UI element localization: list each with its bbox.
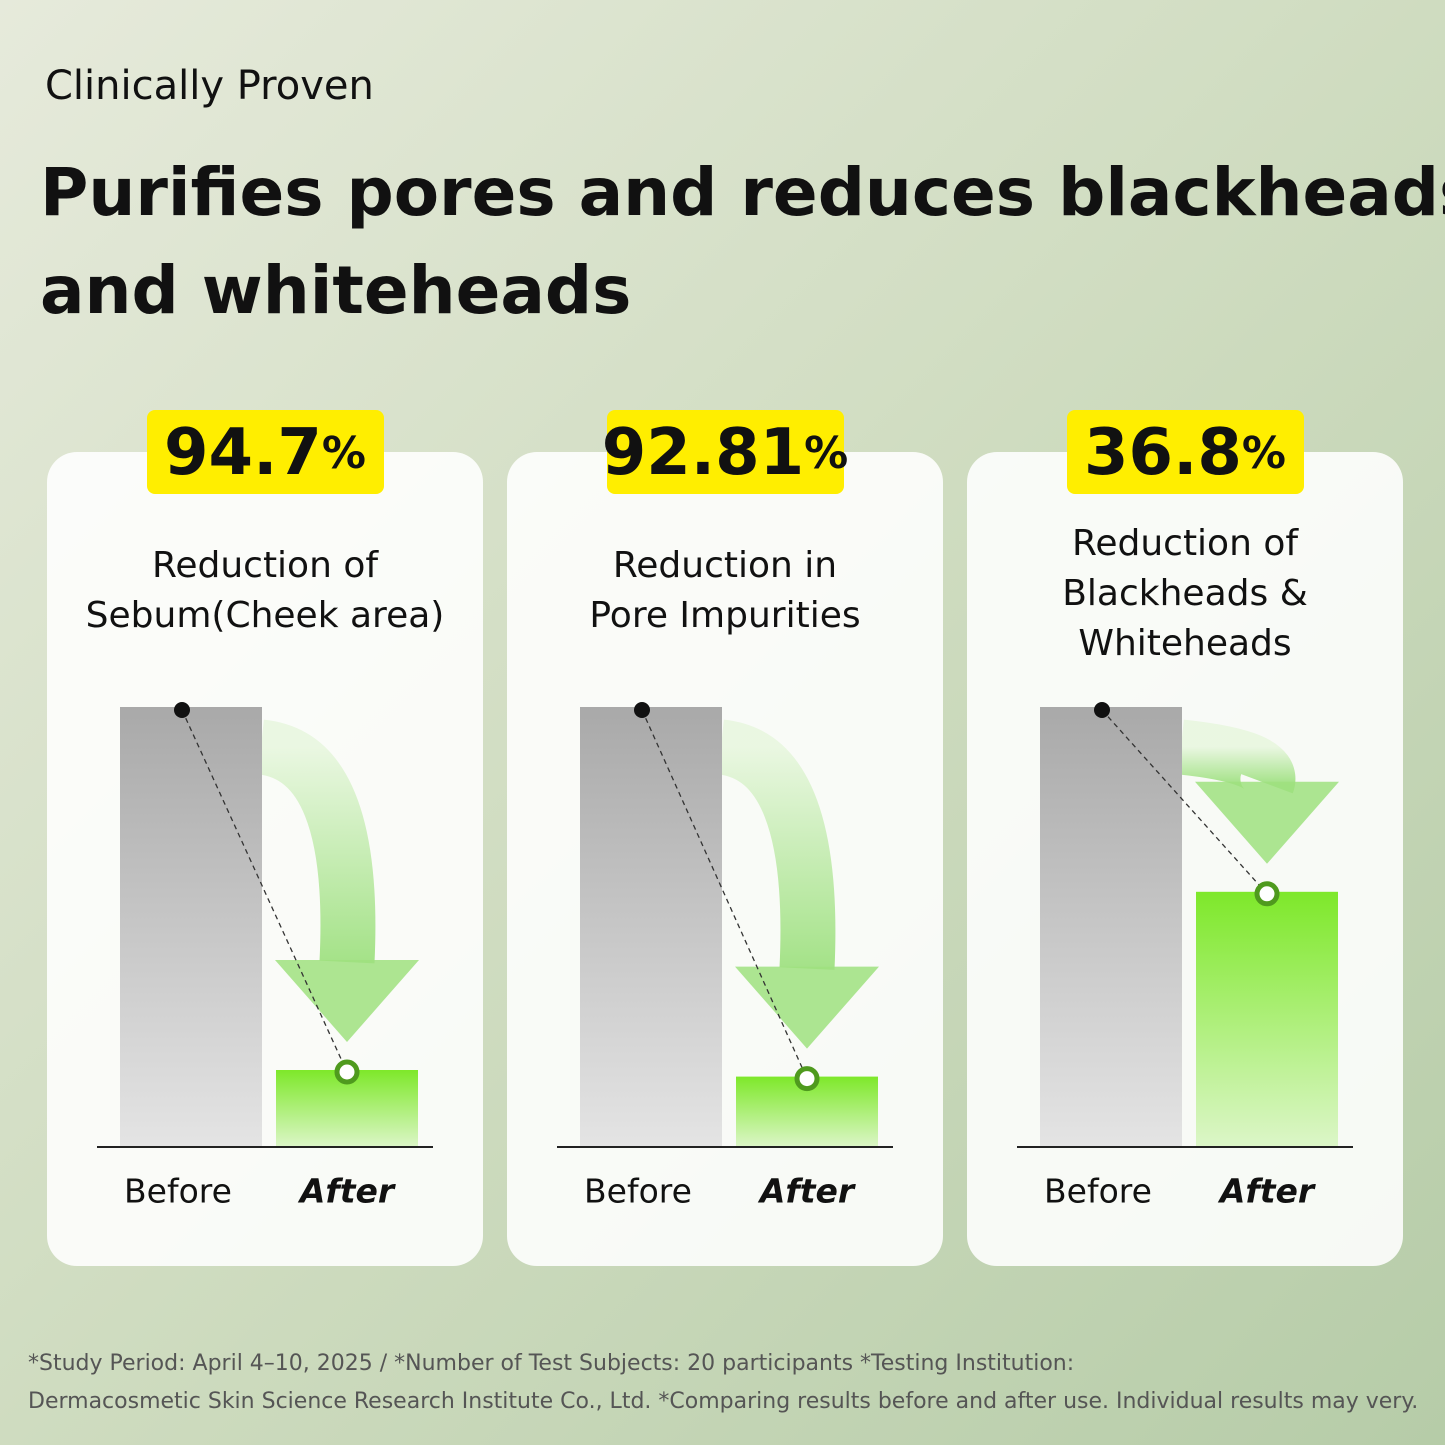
highlight-value: 36.8 <box>1084 416 1242 490</box>
highlight-unit: % <box>804 428 848 479</box>
x-tick-label: After <box>1217 1172 1316 1211</box>
arrow-head <box>275 960 419 1042</box>
highlight-unit: % <box>1242 428 1286 479</box>
highlight-unit: % <box>322 428 366 479</box>
x-tick-label: Before <box>584 1172 692 1211</box>
arrow-head <box>735 966 879 1049</box>
footnote: *Study Period: April 4–10, 2025 / *Numbe… <box>28 1351 1074 1376</box>
highlight: 94.7% <box>164 416 366 490</box>
bar <box>1196 891 1338 1147</box>
before-dot <box>174 702 190 718</box>
x-tick-label: Before <box>124 1172 232 1211</box>
before-dot <box>1094 702 1110 718</box>
after-dot <box>1254 881 1280 907</box>
highlight-badge <box>1067 410 1304 494</box>
x-tick-label: After <box>757 1172 856 1211</box>
card-title: Whiteheads <box>1078 623 1291 664</box>
connector <box>641 709 808 1079</box>
after-dot <box>334 1059 360 1085</box>
highlight-badge <box>147 410 384 494</box>
highlight: 36.8% <box>1084 416 1286 490</box>
after-dot <box>794 1066 820 1092</box>
bar <box>580 707 722 1147</box>
card-title: Reduction of <box>1072 523 1299 564</box>
arrow <box>716 719 836 970</box>
highlight-value: 94.7 <box>164 416 322 490</box>
connector <box>181 709 348 1073</box>
highlight-badge <box>607 410 844 494</box>
card-title: Reduction of <box>152 545 379 586</box>
card-title: Reduction in <box>613 545 837 586</box>
footnote: Dermacosmetic Skin Science Research Inst… <box>28 1389 1418 1414</box>
x-tick-label: After <box>297 1172 396 1211</box>
card-title: Pore Impurities <box>589 595 860 636</box>
card-title: Blackheads & <box>1062 573 1308 614</box>
headline: Purifies pores and reduces blackheads <box>40 154 1445 231</box>
headline: and whiteheads <box>40 252 631 329</box>
bar <box>1040 707 1182 1147</box>
x-tick-label: Before <box>1044 1172 1152 1211</box>
arrow <box>1177 719 1295 794</box>
arrow-head <box>1195 781 1339 864</box>
card-title: Sebum(Cheek area) <box>86 595 445 636</box>
eyebrow: Clinically Proven <box>45 63 374 109</box>
before-dot <box>634 702 650 718</box>
arrow <box>256 719 376 964</box>
highlight-value: 92.81 <box>602 416 804 490</box>
bar <box>120 707 262 1147</box>
highlight: 92.81% <box>602 416 849 490</box>
